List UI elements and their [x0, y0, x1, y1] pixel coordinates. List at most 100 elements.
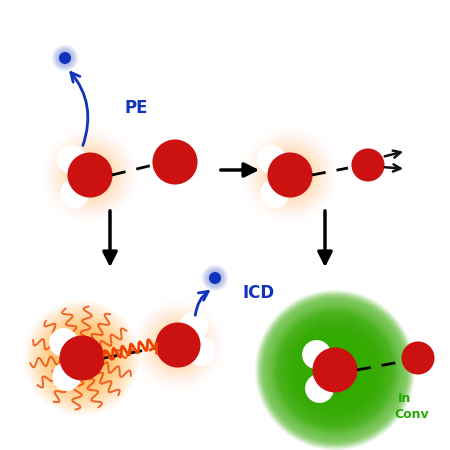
Circle shape: [255, 290, 415, 450]
Circle shape: [269, 154, 311, 196]
Circle shape: [314, 349, 356, 391]
Circle shape: [263, 298, 407, 442]
Circle shape: [54, 364, 80, 389]
Text: PE: PE: [125, 99, 148, 117]
Circle shape: [316, 351, 354, 389]
Circle shape: [154, 141, 196, 183]
Circle shape: [69, 154, 111, 196]
Circle shape: [293, 328, 377, 412]
Circle shape: [295, 330, 375, 410]
Circle shape: [207, 270, 223, 286]
Circle shape: [52, 45, 78, 71]
Circle shape: [302, 337, 369, 404]
Circle shape: [157, 324, 199, 366]
Circle shape: [86, 171, 94, 179]
Circle shape: [423, 338, 441, 356]
Circle shape: [176, 343, 180, 346]
Circle shape: [208, 271, 221, 284]
Circle shape: [310, 344, 360, 396]
Circle shape: [210, 273, 220, 284]
Circle shape: [292, 327, 378, 413]
Circle shape: [303, 338, 367, 402]
Circle shape: [206, 269, 224, 287]
Circle shape: [261, 180, 288, 207]
Circle shape: [285, 170, 295, 180]
Circle shape: [279, 314, 391, 426]
Circle shape: [88, 173, 92, 177]
Circle shape: [81, 356, 84, 360]
Circle shape: [373, 144, 391, 162]
Circle shape: [290, 325, 380, 415]
Circle shape: [209, 272, 221, 284]
Circle shape: [273, 308, 397, 432]
Circle shape: [305, 340, 365, 400]
Circle shape: [61, 54, 69, 62]
Circle shape: [427, 352, 445, 370]
Circle shape: [270, 304, 400, 436]
Text: Conv: Conv: [394, 408, 428, 420]
Circle shape: [277, 312, 392, 427]
Circle shape: [175, 342, 181, 348]
Circle shape: [276, 311, 394, 429]
Circle shape: [77, 353, 87, 363]
Circle shape: [311, 346, 359, 394]
Circle shape: [319, 354, 351, 386]
Circle shape: [173, 340, 183, 350]
Circle shape: [261, 297, 409, 444]
Circle shape: [288, 324, 382, 416]
Circle shape: [266, 301, 404, 439]
Circle shape: [287, 171, 293, 179]
Circle shape: [180, 314, 207, 340]
Text: ICD: ICD: [242, 284, 274, 302]
Circle shape: [300, 335, 370, 405]
Circle shape: [185, 155, 211, 181]
Circle shape: [284, 319, 386, 421]
Circle shape: [72, 348, 92, 368]
Circle shape: [204, 267, 225, 288]
Circle shape: [282, 317, 388, 423]
Circle shape: [62, 180, 88, 207]
Circle shape: [314, 349, 356, 391]
Circle shape: [313, 347, 357, 392]
Circle shape: [288, 173, 292, 177]
Circle shape: [79, 355, 86, 361]
Circle shape: [63, 55, 68, 61]
Circle shape: [287, 322, 383, 418]
Circle shape: [306, 341, 364, 399]
Circle shape: [58, 51, 72, 65]
Circle shape: [54, 47, 76, 68]
Circle shape: [61, 337, 103, 379]
Circle shape: [202, 265, 228, 291]
Circle shape: [85, 170, 95, 180]
Circle shape: [53, 46, 77, 70]
Circle shape: [306, 375, 333, 401]
Circle shape: [297, 332, 374, 409]
Circle shape: [211, 274, 219, 282]
Circle shape: [203, 266, 227, 290]
Circle shape: [260, 295, 410, 445]
Circle shape: [56, 49, 74, 67]
Circle shape: [308, 343, 362, 397]
Circle shape: [353, 150, 383, 180]
Circle shape: [70, 346, 94, 369]
Circle shape: [212, 275, 218, 281]
Circle shape: [265, 300, 405, 441]
Circle shape: [274, 309, 396, 431]
Circle shape: [50, 329, 76, 356]
Circle shape: [285, 320, 385, 419]
Circle shape: [58, 147, 85, 172]
Circle shape: [304, 342, 329, 368]
Circle shape: [376, 161, 394, 179]
Circle shape: [64, 57, 66, 59]
Circle shape: [258, 293, 412, 447]
Circle shape: [60, 53, 70, 63]
Text: In: In: [398, 392, 411, 405]
Circle shape: [177, 130, 203, 157]
Circle shape: [281, 315, 389, 424]
Circle shape: [256, 292, 414, 448]
Circle shape: [59, 52, 71, 64]
Circle shape: [259, 147, 284, 172]
Circle shape: [214, 277, 216, 279]
Circle shape: [298, 333, 372, 407]
Circle shape: [271, 306, 399, 434]
